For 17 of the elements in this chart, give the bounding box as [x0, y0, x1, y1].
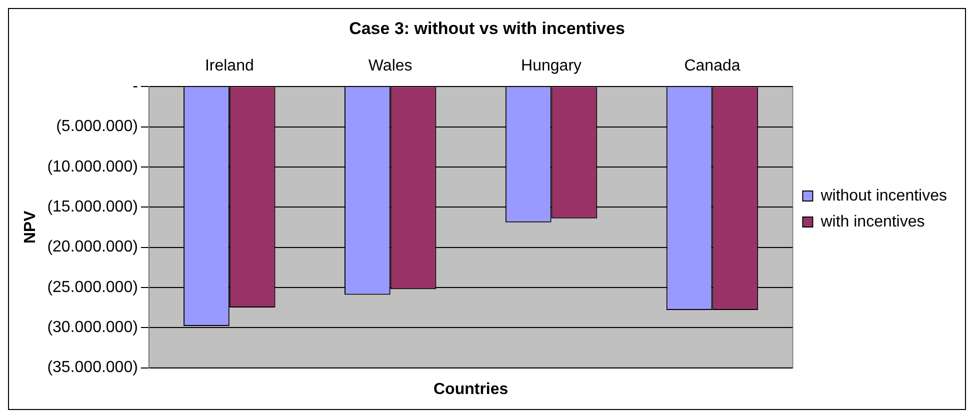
- y-tick-label: (15.000.000): [47, 198, 138, 216]
- y-tick-label: (5.000.000): [56, 118, 138, 136]
- y-tick-label: (10.000.000): [47, 158, 138, 176]
- y-tick-label: (20.000.000): [47, 238, 138, 256]
- y-axis-title: NPV: [22, 210, 40, 244]
- x-axis-title: Countries: [433, 380, 508, 398]
- y-tick-label: (35.000.000): [47, 359, 138, 376]
- x-tick-label: Hungary: [521, 57, 582, 74]
- legend-label: with incentives: [820, 213, 925, 230]
- y-tick-label: -: [132, 78, 138, 96]
- x-tick-label: Canada: [684, 57, 740, 74]
- y-tick-label: (25.000.000): [47, 278, 138, 296]
- chart-title: Case 3: without vs with incentives: [349, 18, 625, 38]
- x-tick-label: Wales: [368, 57, 412, 74]
- legend-label: without incentives: [820, 187, 948, 204]
- y-tick-label: (30.000.000): [47, 319, 138, 336]
- x-tick-label: Ireland: [204, 57, 254, 74]
